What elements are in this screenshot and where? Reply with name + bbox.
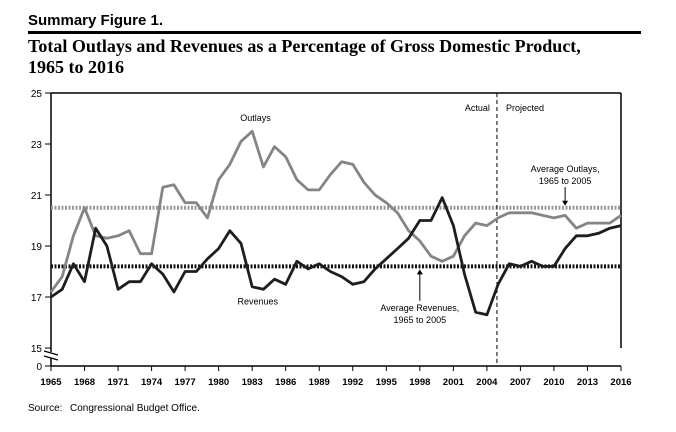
revenues-series-line <box>50 196 622 317</box>
x-tick-label: 1980 <box>208 377 229 388</box>
outlays-label: Outlays <box>240 113 271 123</box>
x-tick-label: 1983 <box>242 377 263 388</box>
x-tick-label: 1974 <box>141 377 163 388</box>
average-outlays-arrowhead <box>562 200 569 206</box>
y-tick-label: 17 <box>31 293 43 304</box>
figure-label: Summary Figure 1. <box>28 12 164 29</box>
x-tick-label: 2013 <box>577 377 598 388</box>
source-note: Source: Congressional Budget Office. <box>28 403 200 414</box>
y-tick-label: 0 <box>36 362 42 373</box>
projected-label: Projected <box>506 103 544 113</box>
x-tick-label: 1986 <box>275 377 296 388</box>
x-tick-label: 2010 <box>543 377 564 388</box>
chart-title-line1: Total Outlays and Revenues as a Percenta… <box>28 36 581 56</box>
x-tick-label: 2001 <box>443 377 465 388</box>
y-tick-label: 19 <box>31 242 43 253</box>
x-tick-label: 1977 <box>175 377 196 388</box>
average-revenues-annotation: Average Revenues, <box>380 303 459 313</box>
axis-break-mark <box>43 355 59 361</box>
chart-title: Total Outlays and Revenues as a Percenta… <box>28 36 648 78</box>
outlays-series-line <box>49 129 622 293</box>
x-tick-label: 1968 <box>74 377 95 388</box>
y-tick-label: 15 <box>31 344 43 355</box>
x-tick-label: 2016 <box>610 377 631 388</box>
chart-title-line2: 1965 to 2016 <box>28 57 124 77</box>
average-revenues-arrowhead <box>416 269 423 275</box>
average-outlays-annotation: 1965 to 2005 <box>539 176 592 186</box>
x-tick-label: 2004 <box>476 377 498 388</box>
y-tick-label: 21 <box>31 191 43 202</box>
x-tick-label: 1989 <box>309 377 330 388</box>
y-tick-label: 23 <box>31 140 43 151</box>
x-tick-label: 1995 <box>376 377 398 388</box>
average-revenues-annotation: 1965 to 2005 <box>394 315 447 325</box>
x-tick-label: 1971 <box>107 377 129 388</box>
x-tick-label: 2007 <box>510 377 531 388</box>
average-outlays-annotation: Average Outlays, <box>531 164 600 174</box>
source-label: Source: <box>28 403 63 414</box>
axis-break-mark <box>43 350 59 356</box>
x-tick-label: 1998 <box>409 377 430 388</box>
y-tick-label: 25 <box>31 89 43 100</box>
source-text: Congressional Budget Office. <box>70 403 200 414</box>
revenues-label: Revenues <box>237 297 278 307</box>
actual-label: Actual <box>465 103 490 113</box>
x-tick-label: 1965 <box>40 377 62 388</box>
title-rule <box>28 31 641 34</box>
x-tick-label: 1992 <box>342 377 363 388</box>
